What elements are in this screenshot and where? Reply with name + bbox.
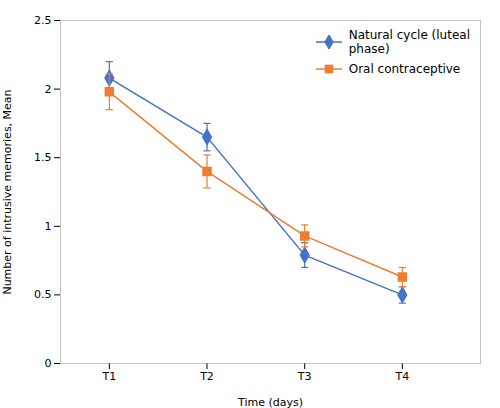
svg-text:1: 1 bbox=[45, 220, 52, 233]
html-text:Natural cycle (luteal phase): Natural cycle (luteal phase) bbox=[348, 28, 470, 57]
svg-text:Time (days): Time (days) bbox=[237, 396, 303, 408]
svg-text:1.5: 1.5 bbox=[34, 151, 52, 164]
svg-text:T2: T2 bbox=[199, 370, 214, 383]
svg-text:Number of intrusive memories,: Number of intrusive memories, Mean bbox=[1, 89, 14, 294]
svg-text:0: 0 bbox=[45, 357, 52, 370]
html-text:Oral contraceptive: Oral contraceptive bbox=[348, 61, 461, 76]
svg-text:T4: T4 bbox=[395, 370, 410, 383]
svg-text:2: 2 bbox=[45, 83, 52, 96]
svg-text:2.5: 2.5 bbox=[34, 14, 52, 27]
svg-text:T3: T3 bbox=[297, 370, 312, 383]
svg-text:0.5: 0.5 bbox=[34, 288, 52, 301]
svg-text:T1: T1 bbox=[101, 370, 116, 383]
